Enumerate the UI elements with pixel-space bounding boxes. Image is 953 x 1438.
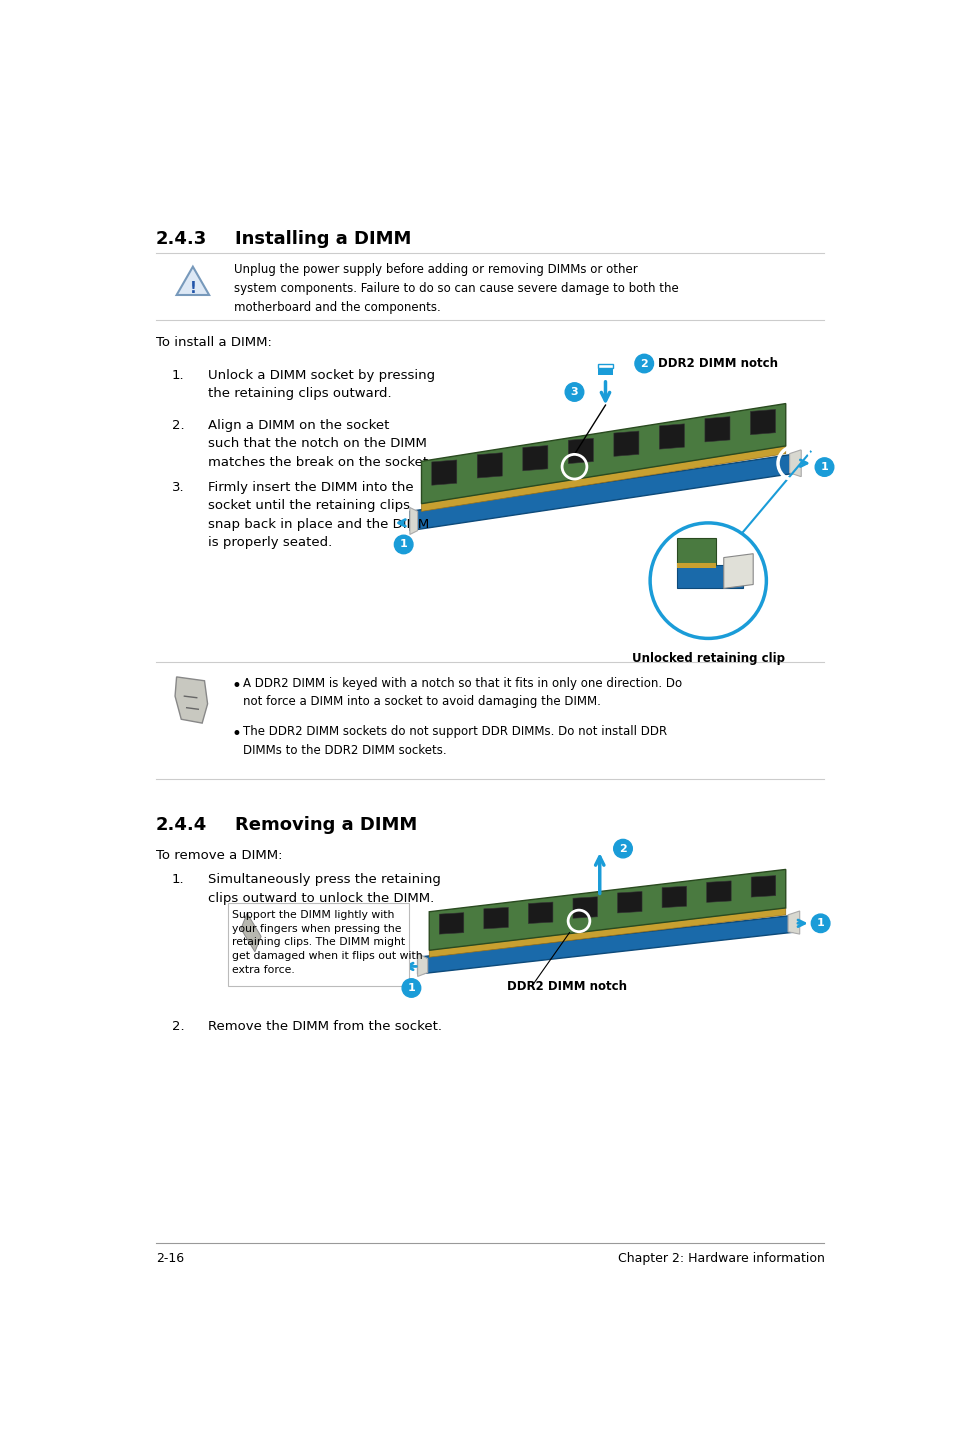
Polygon shape — [704, 417, 729, 441]
Polygon shape — [789, 450, 801, 477]
Text: To install a DIMM:: To install a DIMM: — [155, 336, 272, 349]
Text: •: • — [232, 677, 241, 695]
Text: Align a DIMM on the socket
such that the notch on the DIMM
matches the break on : Align a DIMM on the socket such that the… — [208, 418, 432, 469]
Bar — [598, 364, 613, 368]
Text: 2.4.4: 2.4.4 — [155, 815, 207, 834]
Polygon shape — [429, 907, 785, 958]
Polygon shape — [723, 554, 753, 588]
Text: 2.: 2. — [172, 1020, 184, 1032]
Text: !: ! — [190, 280, 196, 296]
Polygon shape — [476, 453, 502, 477]
Polygon shape — [573, 897, 597, 919]
Polygon shape — [617, 892, 641, 913]
Text: The DDR2 DIMM sockets do not support DDR DIMMs. Do not install DDR
DIMMs to the : The DDR2 DIMM sockets do not support DDR… — [243, 725, 667, 756]
Bar — [598, 370, 613, 375]
Text: Unlocked retaining clip: Unlocked retaining clip — [631, 653, 784, 666]
Polygon shape — [429, 870, 785, 951]
Text: 2-16: 2-16 — [155, 1252, 184, 1265]
Text: Unplug the power supply before adding or removing DIMMs or other
system componen: Unplug the power supply before adding or… — [233, 263, 678, 315]
Polygon shape — [174, 677, 208, 723]
Polygon shape — [568, 439, 593, 463]
Polygon shape — [528, 902, 553, 923]
Polygon shape — [787, 912, 799, 935]
Polygon shape — [750, 410, 775, 434]
Text: 1.: 1. — [172, 370, 184, 383]
Polygon shape — [421, 446, 785, 512]
Text: Unlock a DIMM socket by pressing
the retaining clips outward.: Unlock a DIMM socket by pressing the ret… — [208, 370, 435, 400]
Text: 1: 1 — [407, 984, 415, 994]
Text: DDR2 DIMM notch: DDR2 DIMM notch — [658, 357, 778, 370]
Polygon shape — [417, 953, 427, 976]
Polygon shape — [613, 431, 639, 456]
Text: Simultaneously press the retaining
clips outward to unlock the DIMM.: Simultaneously press the retaining clips… — [208, 873, 441, 905]
Text: 2.4.3: 2.4.3 — [155, 230, 207, 249]
Polygon shape — [677, 538, 716, 565]
Polygon shape — [410, 453, 797, 531]
Text: 1: 1 — [399, 539, 407, 549]
Circle shape — [815, 457, 833, 476]
Text: Removing a DIMM: Removing a DIMM — [235, 815, 417, 834]
Circle shape — [564, 383, 583, 401]
Polygon shape — [522, 446, 547, 470]
Text: Firmly insert the DIMM into the
socket until the retaining clips
snap back in pl: Firmly insert the DIMM into the socket u… — [208, 480, 429, 549]
Text: 3: 3 — [570, 387, 578, 397]
Text: DDR2 DIMM notch: DDR2 DIMM notch — [506, 979, 626, 992]
Circle shape — [635, 354, 653, 372]
Polygon shape — [241, 913, 261, 952]
Polygon shape — [438, 913, 463, 935]
Polygon shape — [677, 565, 742, 588]
Text: 2: 2 — [639, 358, 647, 368]
Polygon shape — [483, 907, 508, 929]
Text: To remove a DIMM:: To remove a DIMM: — [155, 848, 282, 861]
Polygon shape — [661, 886, 686, 907]
Polygon shape — [432, 460, 456, 485]
Polygon shape — [750, 876, 775, 897]
Circle shape — [394, 535, 413, 554]
Polygon shape — [706, 881, 730, 903]
Text: A DDR2 DIMM is keyed with a notch so that it fits in only one direction. Do
not : A DDR2 DIMM is keyed with a notch so tha… — [243, 677, 681, 709]
Text: Chapter 2: Hardware information: Chapter 2: Hardware information — [617, 1252, 823, 1265]
Circle shape — [649, 523, 765, 638]
Polygon shape — [659, 424, 683, 449]
Circle shape — [402, 979, 420, 997]
Text: Installing a DIMM: Installing a DIMM — [235, 230, 412, 249]
Text: Remove the DIMM from the socket.: Remove the DIMM from the socket. — [208, 1020, 442, 1032]
Polygon shape — [410, 508, 417, 535]
Text: Support the DIMM lightly with
your fingers when pressing the
retaining clips. Th: Support the DIMM lightly with your finge… — [233, 910, 422, 975]
Polygon shape — [417, 915, 797, 974]
Circle shape — [810, 915, 829, 933]
Circle shape — [613, 840, 632, 858]
Text: 1: 1 — [816, 919, 823, 929]
Text: 3.: 3. — [172, 480, 184, 493]
Polygon shape — [176, 266, 209, 295]
Polygon shape — [421, 404, 785, 503]
Polygon shape — [677, 562, 716, 568]
Text: 1.: 1. — [172, 873, 184, 886]
FancyBboxPatch shape — [228, 903, 409, 986]
Text: 2.: 2. — [172, 418, 184, 431]
Text: •: • — [232, 725, 241, 743]
Text: 2: 2 — [618, 844, 626, 854]
Text: 1: 1 — [820, 462, 827, 472]
